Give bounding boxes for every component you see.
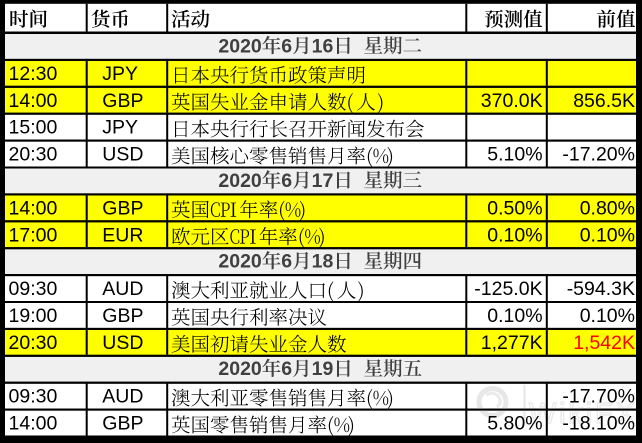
svg-text:-17.70%: -17.70%	[562, 386, 635, 408]
svg-text:17:00: 17:00	[9, 224, 58, 246]
svg-text:0.80%: 0.80%	[580, 197, 635, 219]
svg-text:12:30: 12:30	[9, 63, 58, 85]
svg-text:16: 16	[312, 35, 334, 57]
svg-text:1,277K: 1,277K	[481, 332, 543, 354]
svg-text:5.80%: 5.80%	[487, 413, 542, 435]
svg-text:18: 18	[312, 251, 334, 273]
svg-text:AUD: AUD	[102, 278, 143, 300]
svg-text:14:00: 14:00	[9, 90, 58, 112]
svg-text:-17.20%: -17.20%	[562, 144, 635, 166]
svg-text:2020: 2020	[218, 358, 262, 380]
svg-text:EUR: EUR	[102, 224, 143, 246]
svg-text:14:00: 14:00	[9, 413, 58, 435]
svg-text:5.10%: 5.10%	[487, 144, 542, 166]
svg-text:6: 6	[281, 358, 292, 380]
svg-text:-18.10%: -18.10%	[562, 413, 635, 435]
svg-text:-125.0K: -125.0K	[474, 278, 542, 300]
svg-text:19: 19	[312, 358, 334, 380]
svg-text:19:00: 19:00	[9, 305, 58, 327]
svg-text:856.5K: 856.5K	[573, 90, 635, 112]
svg-text:USD: USD	[102, 332, 143, 354]
svg-text:0.10%: 0.10%	[487, 224, 542, 246]
svg-text:AUD: AUD	[102, 386, 143, 408]
svg-text:20:30: 20:30	[9, 144, 58, 166]
svg-text:17: 17	[312, 170, 334, 192]
svg-text:370.0K: 370.0K	[481, 90, 543, 112]
svg-text:0.50%: 0.50%	[487, 197, 542, 219]
svg-text:GBP: GBP	[102, 305, 143, 327]
svg-text:GBP: GBP	[102, 90, 143, 112]
svg-text:JPY: JPY	[102, 117, 138, 139]
svg-text:09:30: 09:30	[9, 278, 58, 300]
svg-text:6: 6	[281, 251, 292, 273]
svg-text:JPY: JPY	[102, 63, 138, 85]
svg-text:2020: 2020	[218, 35, 262, 57]
svg-text:6: 6	[281, 35, 292, 57]
svg-text:GBP: GBP	[102, 197, 143, 219]
svg-text:0.10%: 0.10%	[487, 305, 542, 327]
svg-text:09:30: 09:30	[9, 386, 58, 408]
svg-text:0.10%: 0.10%	[580, 305, 635, 327]
svg-text:20:30: 20:30	[9, 332, 58, 354]
svg-text:14:00: 14:00	[9, 197, 58, 219]
svg-text:2020: 2020	[218, 251, 262, 273]
svg-text:2020: 2020	[218, 170, 262, 192]
svg-text:6: 6	[281, 170, 292, 192]
svg-text:-594.3K: -594.3K	[567, 278, 635, 300]
svg-text:1,542K: 1,542K	[573, 332, 635, 354]
svg-text:USD: USD	[102, 144, 143, 166]
svg-text:15:00: 15:00	[9, 117, 58, 139]
svg-text:GBP: GBP	[102, 413, 143, 435]
svg-text:0.10%: 0.10%	[580, 224, 635, 246]
